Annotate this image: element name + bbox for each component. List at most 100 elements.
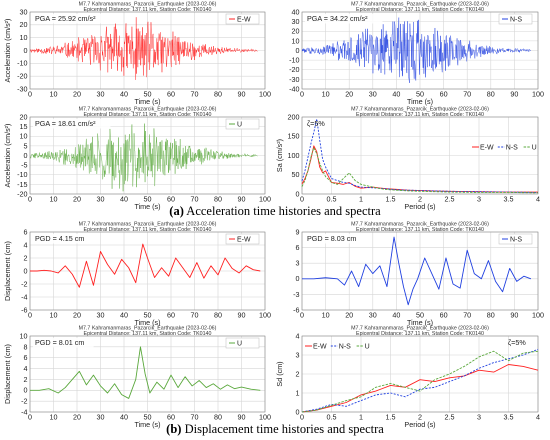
pga-annotation: PGA = 25.92 cm/s² — [35, 14, 96, 23]
x-tick-label: 50 — [144, 90, 152, 99]
legend-box — [225, 233, 260, 245]
legend-box — [225, 118, 260, 130]
x-tick-label: 1.5 — [386, 413, 396, 422]
y-tick-label: 9 — [296, 227, 300, 236]
plot-frame — [29, 116, 266, 195]
x-tick-label: 60 — [167, 90, 175, 99]
chart-title: M7.7 Kahramanmaras_Pazarcik_Earthquake (… — [351, 222, 489, 228]
x-tick-label: 1 — [359, 195, 363, 204]
x-tick-label: 30 — [369, 311, 377, 320]
x-tick-label: 70 — [191, 195, 199, 204]
x-tick-label: 70 — [463, 311, 471, 320]
caption-b: (b) Displacement time histories and spec… — [0, 422, 550, 437]
x-tick-label: 20 — [73, 413, 81, 422]
y-tick-label: 4 — [24, 240, 28, 249]
x-tick-label: 30 — [97, 195, 105, 204]
x-tick-label: 100 — [532, 311, 544, 320]
x-tick-label: 30 — [97, 413, 105, 422]
y-tick-label: -4 — [21, 292, 27, 301]
y-axis-label: Sa (cm/s²) — [275, 139, 284, 172]
series-line-n-s — [301, 17, 531, 84]
x-tick-label: 60 — [167, 311, 175, 320]
legend-label: E-W — [480, 145, 494, 152]
x-tick-label: 70 — [191, 311, 199, 320]
x-tick-label: 0 — [28, 413, 32, 422]
series-line-u — [30, 346, 261, 399]
chart-title: M7.7 Kahramanmaras_Pazarcik_Earthquake (… — [79, 222, 217, 228]
y-tick-label: -30 — [289, 75, 299, 84]
legend-label: N-S — [339, 344, 351, 351]
y-tick-label: 100 — [288, 151, 300, 160]
x-tick-label: 30 — [97, 90, 105, 99]
x-tick-label: 10 — [50, 413, 58, 422]
legend-box — [498, 233, 533, 245]
y-tick-label: -10 — [289, 56, 299, 65]
chart-subtitle: Epicentral Distance: 137.11 km, Station … — [84, 7, 212, 13]
chart-subtitle: Epicentral Distance: 137.11 km, Station … — [356, 7, 484, 13]
legend-box — [225, 337, 260, 349]
x-tick-label: 100 — [259, 413, 271, 422]
damping-annotation: ζ=5% — [508, 338, 526, 347]
x-tick-label: 0 — [300, 90, 304, 99]
legend-box — [498, 13, 533, 25]
x-tick-label: 2.5 — [445, 195, 455, 204]
y-axis-label: Acceleration (cm/s²) — [3, 19, 12, 83]
series-line-u — [301, 147, 539, 194]
x-tick-label: 100 — [259, 311, 271, 320]
x-tick-label: 50 — [144, 311, 152, 320]
x-axis-label: Time (s) — [134, 318, 160, 327]
y-tick-label: -5 — [21, 161, 27, 170]
legend-label: U — [237, 341, 242, 348]
y-tick-label: 50 — [292, 170, 300, 179]
x-tick-label: 100 — [259, 195, 271, 204]
y-tick-label: 6 — [24, 353, 28, 362]
chart-title: M7.7 Kahramanmaras_Pazarcik_Earthquake (… — [79, 326, 217, 332]
x-tick-label: 100 — [532, 90, 544, 99]
x-tick-label: 20 — [73, 311, 81, 320]
caption-b-letter: (b) — [166, 422, 182, 436]
legend-label: N-S — [510, 17, 522, 24]
x-tick-label: 90 — [510, 90, 518, 99]
x-axis-label: Time (s) — [407, 97, 433, 106]
y-tick-label: 2 — [24, 375, 28, 384]
x-tick-label: 70 — [463, 90, 471, 99]
x-tick-label: 0 — [300, 195, 304, 204]
y-tick-label: 0 — [296, 407, 300, 416]
series-line-n-s — [301, 348, 539, 413]
x-tick-label: 10 — [50, 195, 58, 204]
annotation-bg — [305, 234, 366, 244]
x-tick-label: 40 — [120, 90, 128, 99]
x-tick-label: 2 — [418, 413, 422, 422]
x-tick-label: 40 — [120, 311, 128, 320]
plot-frame — [301, 116, 539, 195]
plot-frame — [29, 11, 266, 90]
pga-annotation: PGA = 18.61 cm/s² — [35, 119, 96, 128]
legend-label: U — [532, 145, 537, 152]
chart-acc-u: M7.7 Kahramanmaras_Pazarcik_Earthquake (… — [3, 107, 271, 212]
caption-a-letter: (a) — [169, 204, 184, 218]
y-tick-label: 3 — [296, 350, 300, 359]
x-axis-label: Time (s) — [134, 202, 160, 211]
y-tick-label: -6 — [293, 305, 299, 314]
x-tick-label: 80 — [487, 90, 495, 99]
y-tick-label: 10 — [20, 33, 28, 42]
x-tick-label: 0 — [28, 90, 32, 99]
chart-title: M7.7 Kahramanmaras_Pazarcik_Earthquake (… — [351, 107, 489, 113]
y-tick-label: 40 — [292, 7, 300, 16]
legend-box — [225, 13, 260, 25]
x-tick-label: 3.5 — [504, 195, 514, 204]
y-axis-label: Displacement (cm) — [3, 241, 12, 301]
chart-acc-spec: M7.7 Kahramanmaras_Pazarcik_Earthquake (… — [275, 107, 540, 212]
x-tick-label: 20 — [73, 195, 81, 204]
chart-disp-u: M7.7 Kahramanmaras_Pazarcik_Earthquake (… — [3, 326, 271, 430]
x-tick-label: 2.5 — [445, 413, 455, 422]
y-tick-label: -30 — [17, 84, 27, 93]
legend-label: N-S — [510, 237, 522, 244]
legend-label: U — [365, 344, 370, 351]
y-axis-label: Sd (cm) — [275, 361, 284, 386]
x-axis-label: Time (s) — [134, 97, 160, 106]
y-tick-label: 2 — [296, 369, 300, 378]
annotation-bg — [33, 338, 94, 348]
damping-annotation: ζ=5% — [307, 119, 325, 128]
